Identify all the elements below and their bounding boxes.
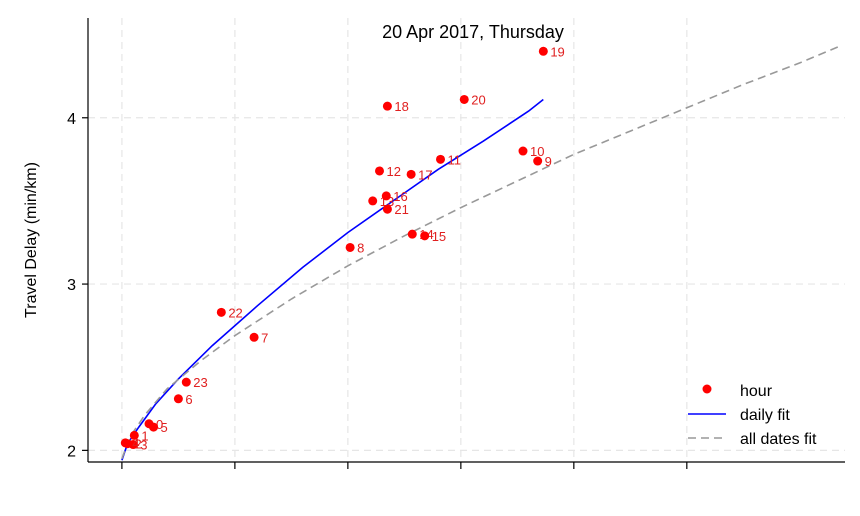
hour-point — [181, 377, 191, 387]
hour-point — [382, 204, 392, 214]
hour-point-label: 19 — [550, 44, 564, 59]
hour-point-label: 21 — [394, 202, 408, 217]
legend-label: daily fit — [740, 407, 790, 424]
hour-point-label: 16 — [393, 189, 407, 204]
hour-point — [381, 191, 391, 201]
all-dates-fit-line — [121, 45, 840, 459]
hour-point — [149, 422, 159, 432]
hour-point — [533, 156, 543, 166]
hour-point-label: 18 — [394, 99, 408, 114]
hour-point-label: 12 — [387, 164, 401, 179]
legend: hour daily fit all dates fit — [688, 383, 817, 448]
hour-point-label: 20 — [471, 92, 485, 107]
y-axis-label: Travel Delay (min/km) — [23, 162, 40, 318]
y-tick-label: 3 — [67, 277, 76, 294]
y-tick-label: 4 — [67, 111, 76, 128]
fit-lines — [121, 45, 840, 461]
hour-point-label: 0 — [156, 417, 163, 432]
hour-point-label: 15 — [432, 229, 446, 244]
hour-point-label: 2 — [135, 437, 142, 452]
legend-dot-marker — [702, 384, 712, 394]
hour-point-label: 9 — [545, 154, 552, 169]
daily-fit-line — [121, 98, 544, 461]
legend-label: hour — [740, 383, 773, 400]
hour-point-label: 8 — [357, 240, 364, 255]
hour-point — [407, 229, 417, 239]
hour-point — [375, 166, 385, 176]
hour-point-label: 4 — [132, 436, 139, 451]
hour-point — [120, 438, 130, 448]
hour-point — [436, 154, 446, 164]
hour-point-label: 10 — [530, 144, 544, 159]
y-tick-label: 2 — [67, 443, 76, 460]
hour-point — [128, 440, 138, 450]
hour-point-label: 22 — [228, 305, 242, 320]
grid-layer — [88, 18, 845, 462]
hour-point-label: 3 — [140, 438, 147, 453]
hour-point-label: 6 — [185, 392, 192, 407]
hour-point — [538, 46, 548, 56]
hour-points: 01234567891011121314151617181920212223 — [120, 44, 565, 453]
hour-point-label: 23 — [193, 375, 207, 390]
hour-point — [420, 231, 430, 241]
hour-point-label: 1 — [141, 428, 148, 443]
hour-point-label: 5 — [161, 420, 168, 435]
hour-point — [368, 196, 378, 206]
hour-point — [216, 307, 226, 317]
axes: 234 — [67, 18, 845, 469]
hour-point — [249, 332, 259, 342]
hour-point — [406, 169, 416, 179]
hour-point — [459, 94, 469, 104]
hour-point — [382, 101, 392, 111]
hour-point — [518, 146, 528, 156]
hour-point — [173, 394, 183, 404]
hour-point — [129, 430, 139, 440]
chart-title: 20 Apr 2017, Thursday — [382, 22, 564, 42]
hour-point-label: 11 — [448, 152, 462, 167]
hour-point — [345, 242, 355, 252]
legend-label: all dates fit — [740, 431, 817, 448]
hour-point-label: 7 — [261, 330, 268, 345]
hour-point-label: 17 — [418, 167, 432, 182]
